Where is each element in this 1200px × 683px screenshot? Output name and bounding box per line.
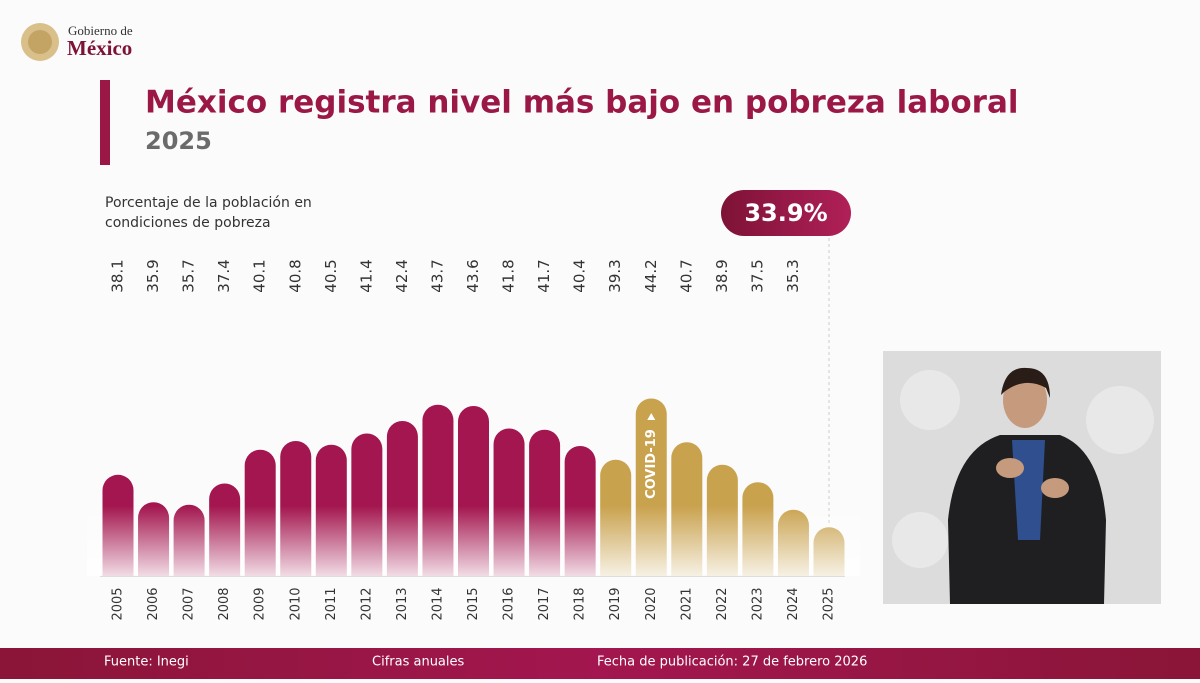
- x-tick-label: 2022: [715, 587, 730, 620]
- logo-emblem-inner: [28, 30, 52, 54]
- footer-date: Fecha de publicación: 27 de febrero 2026: [597, 655, 867, 670]
- value-label: 39.3: [606, 259, 624, 292]
- value-label: 38.1: [109, 259, 127, 292]
- bar: [422, 404, 454, 576]
- x-tick-label: 2021: [679, 587, 694, 620]
- x-tick-label: 2017: [537, 587, 552, 620]
- value-label: 33.9%: [744, 199, 827, 227]
- bar: [315, 444, 347, 576]
- x-tick-label: 2008: [217, 587, 232, 620]
- bar: [386, 420, 418, 576]
- bar: [529, 429, 561, 576]
- bar: [173, 504, 205, 576]
- value-badge: [721, 190, 851, 236]
- value-label: 40.1: [251, 259, 269, 292]
- chart-title: México registra nivel más bajo en pobrez…: [145, 85, 1019, 121]
- bar: [493, 428, 525, 576]
- bar: [813, 527, 845, 576]
- x-tick-label: 2018: [573, 587, 588, 620]
- value-label: 41.8: [500, 259, 518, 292]
- bar: [706, 464, 738, 576]
- x-tick-label: 2024: [786, 587, 801, 620]
- bar: [742, 482, 774, 576]
- bar: [138, 502, 170, 576]
- x-tick-label: 2006: [146, 587, 161, 620]
- video-bg-pattern: [892, 512, 948, 568]
- x-tick-label: 2013: [395, 587, 410, 620]
- value-label: 43.7: [428, 259, 446, 292]
- person-head: [1003, 372, 1047, 428]
- x-tick-label: 2015: [466, 587, 481, 620]
- footer-bar: [0, 648, 1200, 679]
- bar: [671, 442, 703, 576]
- footer-source: Fuente: Inegi: [104, 655, 189, 670]
- x-tick-label: 2011: [324, 587, 339, 620]
- person-hand: [1041, 478, 1069, 498]
- bar: [777, 509, 809, 576]
- bar: [280, 441, 312, 576]
- annotation-arrow: [647, 413, 656, 420]
- value-label: 38.9: [713, 259, 731, 292]
- logo-text: Gobierno de: [68, 23, 133, 38]
- value-label: 35.3: [784, 259, 802, 292]
- y-label: Porcentaje de la población en: [105, 195, 312, 211]
- x-tick-label: 2010: [288, 587, 303, 620]
- footer-note: Cifras anuales: [372, 655, 465, 670]
- value-label: 35.9: [144, 259, 162, 292]
- bar: [351, 433, 383, 576]
- x-tick-label: 2007: [182, 587, 197, 620]
- x-tick-label: 2019: [608, 587, 623, 620]
- value-label: 40.4: [571, 259, 589, 292]
- person-hand: [996, 458, 1024, 478]
- person-hair: [1001, 367, 1050, 398]
- value-label: 40.8: [286, 259, 304, 292]
- annotation: COVID-19: [644, 429, 659, 499]
- x-tick-label: 2023: [750, 587, 765, 620]
- value-label: 43.6: [464, 259, 482, 292]
- x-tick-label: 2009: [253, 587, 268, 620]
- x-tick-label: 2020: [644, 587, 659, 620]
- value-label: 42.4: [393, 259, 411, 292]
- value-label: 44.2: [642, 259, 660, 292]
- interpreter-video: [883, 351, 1161, 604]
- bar: [600, 459, 632, 576]
- value-label: 41.7: [535, 259, 553, 292]
- value-label: 37.4: [215, 259, 233, 292]
- bar: [458, 406, 489, 576]
- value-label: 35.7: [180, 259, 198, 292]
- chart-subtitle: 2025: [145, 127, 212, 155]
- value-label: 40.7: [677, 259, 695, 292]
- video-bg-pattern: [1086, 386, 1154, 454]
- x-tick-label: 2005: [111, 587, 126, 620]
- value-label: 40.5: [322, 259, 340, 292]
- title-accent: [100, 80, 110, 165]
- value-label: 41.4: [357, 259, 375, 292]
- x-tick-label: 2025: [822, 587, 837, 620]
- bar: [564, 446, 596, 576]
- x-tick-label: 2014: [430, 587, 445, 620]
- value-label: 37.5: [748, 259, 766, 292]
- x-tick-label: 2016: [502, 587, 517, 620]
- bar: [102, 474, 134, 576]
- bar: [244, 449, 276, 576]
- bar: [209, 483, 241, 576]
- video-bg-pattern: [900, 370, 960, 430]
- logo-text: México: [67, 36, 132, 60]
- x-tick-label: 2012: [359, 587, 374, 620]
- y-label: condiciones de pobreza: [105, 215, 271, 231]
- plot: 2005 38.1 2006 35.9 2007 35.7 2008 37.4 2009 40.1…: [87, 190, 860, 621]
